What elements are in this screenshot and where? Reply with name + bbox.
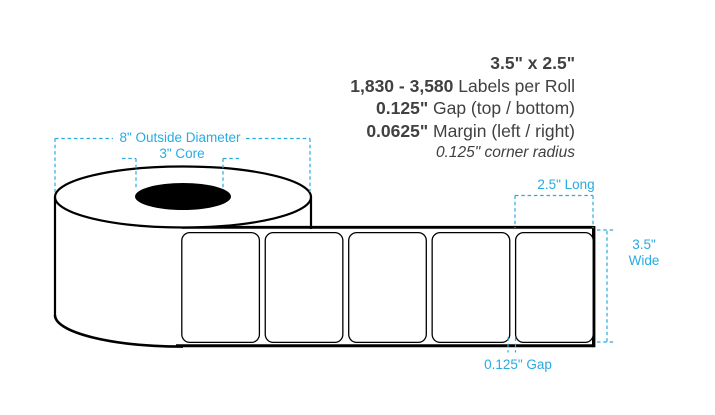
label-sticker (348, 231, 427, 344)
label-strip (176, 225, 596, 348)
core-label: 3" Core (159, 145, 205, 161)
spec-labels-per-roll: 1,830 - 3,580 Labels per Roll (350, 75, 575, 96)
wide-label-word: Wide (628, 252, 660, 268)
label-sticker (514, 231, 594, 344)
labels-group (181, 231, 594, 344)
spec-size: 3.5" x 2.5" (490, 53, 575, 73)
label-sticker (264, 231, 344, 344)
label-sticker (181, 231, 261, 344)
wide-label-value: 3.5" (632, 237, 656, 252)
spec-block: 3.5" x 2.5" 1,830 - 3,580 Labels per Rol… (350, 52, 575, 165)
spec-corner-radius: 0.125" corner radius (435, 144, 575, 161)
outside-diameter-label: 8" Outside Diameter (119, 130, 241, 145)
roll-bottom-curve (53, 314, 184, 348)
measurement-guides (54, 137, 614, 353)
label-roll (53, 165, 313, 348)
gap-label: 0.125" Gap (484, 356, 552, 372)
roll-core-hole (135, 183, 231, 210)
long-label: 2.5" Long (537, 177, 595, 192)
label-sticker (431, 231, 511, 344)
spec-margin: 0.0625" Margin (left / right) (366, 120, 575, 141)
wide-label: 3.5" Wide (613, 237, 675, 268)
spec-gap: 0.125" Gap (top / bottom) (376, 98, 575, 118)
